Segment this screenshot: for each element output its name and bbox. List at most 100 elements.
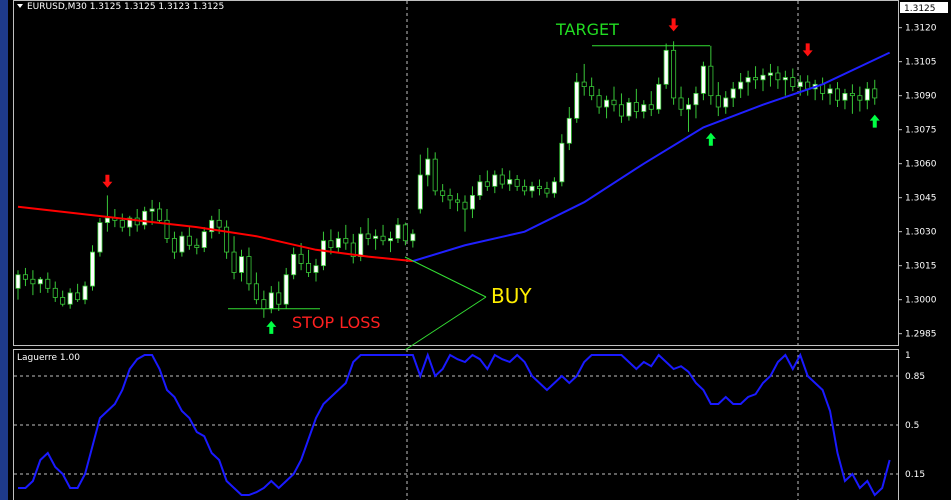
- candle-body: [104, 217, 110, 223]
- candle-body: [604, 99, 610, 108]
- candle-body: [656, 83, 662, 110]
- indicator-axis: 1 0.85 0.5 0.15: [14, 351, 925, 480]
- price-tick-label: 1.3105: [905, 58, 937, 68]
- candle-body: [90, 251, 96, 287]
- candle-body: [432, 158, 438, 192]
- candle-body: [291, 253, 297, 276]
- menu-triangle-icon[interactable]: [17, 4, 23, 8]
- candle-body: [455, 199, 461, 203]
- candle-body: [581, 81, 587, 87]
- indicator-title: Laguerre 1.00: [17, 353, 80, 363]
- candle-body: [320, 240, 326, 267]
- candle-body: [253, 283, 259, 301]
- candle-body: [864, 88, 870, 101]
- price-tick-label: 1.3075: [905, 126, 937, 136]
- candle-body: [835, 88, 841, 101]
- candle-body: [648, 104, 654, 110]
- candle-body: [805, 81, 811, 90]
- candle-body: [857, 95, 863, 101]
- stop-loss-label: STOP LOSS: [292, 313, 381, 332]
- price-tick-label: 1.3060: [905, 160, 937, 170]
- candle-body: [45, 278, 51, 289]
- candle-body: [417, 174, 423, 210]
- price-tick-label: 1.3120: [905, 24, 937, 34]
- candle-body: [693, 93, 699, 106]
- current-price-label: 1.3125: [904, 4, 936, 14]
- candle-body: [402, 224, 408, 242]
- candle-body: [544, 188, 550, 194]
- candle-body: [469, 194, 475, 210]
- buy-signal-arrow-icon: [266, 320, 277, 334]
- candle-body: [589, 86, 595, 97]
- candle-body: [782, 77, 788, 81]
- candle-body: [492, 174, 498, 187]
- laguerre-series: [18, 352, 891, 497]
- signal-arrows: [102, 18, 880, 334]
- candle-body: [641, 104, 647, 112]
- candle-body: [343, 238, 349, 244]
- candle-body: [67, 292, 73, 305]
- candle-body: [60, 296, 66, 305]
- candle-body: [410, 233, 416, 242]
- laguerre-line: [18, 352, 891, 497]
- candles: [15, 41, 878, 318]
- candle-body: [30, 278, 36, 285]
- candle-body: [790, 77, 796, 87]
- candle-body: [730, 88, 736, 99]
- candle-body: [775, 72, 781, 81]
- candle-body: [849, 93, 855, 97]
- price-tick-label: 1.3000: [905, 296, 937, 306]
- candle-body: [268, 292, 274, 310]
- price-tick-label: 1.3045: [905, 194, 937, 204]
- candle-body: [611, 99, 617, 106]
- symbol-header: EURUSD,M30 1.3125 1.3125 1.3123 1.3125: [27, 2, 224, 12]
- candle-body: [827, 88, 833, 94]
- candle-body: [462, 201, 468, 210]
- ma-downtrend-segment: [17, 205, 413, 263]
- ma-uptrend-segment: [412, 51, 891, 263]
- buy-signal-arrow-icon: [705, 132, 716, 146]
- sell-signal-arrow-icon: [668, 18, 679, 32]
- left-window-edge: [0, 0, 8, 500]
- candle-body: [499, 174, 505, 185]
- candle-body: [447, 194, 453, 201]
- candle-body: [678, 97, 684, 110]
- price-tick-label: 1.3030: [905, 228, 937, 238]
- indicator-tick-label: 0.15: [905, 470, 925, 480]
- candle-body: [753, 77, 759, 81]
- buy-pointer-lower: [404, 296, 487, 351]
- candle-body: [157, 208, 163, 221]
- candle-body: [507, 179, 513, 185]
- buy-signal-arrow-icon: [869, 114, 880, 128]
- candle-body: [715, 95, 721, 108]
- candle-body: [238, 256, 244, 273]
- candle-body: [671, 49, 677, 99]
- candle-body: [514, 179, 520, 187]
- candle-body: [723, 97, 729, 108]
- candle-body: [171, 238, 177, 253]
- candle-body: [335, 238, 341, 248]
- moving-average: [17, 51, 891, 263]
- candle-body: [559, 142, 565, 183]
- candle-body: [75, 292, 81, 301]
- price-tick-label: 1.3090: [905, 92, 937, 102]
- candle-body: [127, 217, 133, 228]
- candle-body: [425, 158, 431, 176]
- candle-body: [82, 285, 88, 301]
- indicator-pane-border: [13, 349, 899, 500]
- indicator-tick-label: 0.5: [905, 421, 919, 431]
- candle-body: [201, 231, 207, 248]
- price-tick-label: 1.2985: [905, 330, 937, 340]
- candle-body: [626, 102, 632, 117]
- candle-body: [194, 244, 200, 248]
- main-pane-border: [13, 0, 899, 346]
- candle-body: [224, 226, 230, 253]
- candle-body: [700, 65, 706, 94]
- candle-body: [440, 190, 446, 196]
- buy-pointer-upper: [404, 256, 487, 298]
- candle-body: [551, 181, 557, 194]
- indicator-tick-label: 0.85: [905, 372, 925, 382]
- candle-body: [15, 274, 21, 289]
- target-label: TARGET: [555, 20, 619, 39]
